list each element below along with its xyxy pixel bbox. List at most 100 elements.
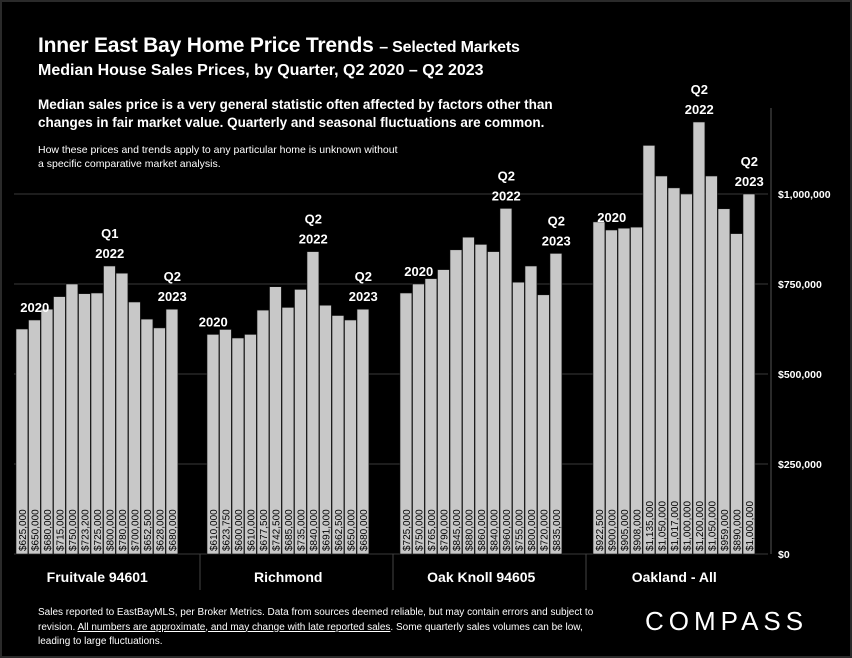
- bar-annotation: Q2: [498, 168, 515, 183]
- bar-value-label: $780,000: [118, 509, 129, 551]
- bar-value-label: $680,000: [359, 509, 370, 551]
- bar-annotation: 2020: [597, 210, 626, 225]
- bar-value-label: $755,000: [514, 509, 525, 551]
- bar: [437, 269, 450, 555]
- bar: [306, 251, 320, 555]
- bar: [344, 319, 357, 555]
- bar: [256, 309, 270, 555]
- bar-value-label: $840,000: [489, 509, 500, 551]
- bar-value-label: $790,000: [439, 509, 450, 551]
- bar-value-label: $723,200: [80, 509, 91, 551]
- bar-value-label: $691,000: [321, 509, 332, 551]
- bar-value-label: $860,000: [477, 509, 488, 551]
- bar-value-label: $685,000: [284, 509, 295, 551]
- bar-annotation: 2023: [349, 289, 378, 304]
- bar: [549, 253, 563, 555]
- bar: [115, 272, 129, 555]
- primary-note: Median sales price is a very general sta…: [38, 97, 553, 130]
- bar: [462, 236, 475, 555]
- bar-value-label: $1,200,000: [695, 501, 706, 551]
- footer-disclaimer: Sales reported to EastBayMLS, per Broker…: [38, 606, 608, 650]
- bar: [642, 145, 656, 555]
- bar-value-label: $600,000: [234, 509, 245, 551]
- group-label: Richmond: [254, 569, 322, 585]
- group-label: Oak Knoll 94605: [427, 569, 535, 585]
- bar: [524, 265, 538, 555]
- bar-value-label: $900,000: [607, 509, 618, 551]
- bar: [499, 208, 513, 555]
- bar: [231, 337, 245, 555]
- bar-value-label: $623,750: [221, 509, 232, 551]
- bar-annotation: 2020: [20, 300, 49, 315]
- bar: [356, 308, 370, 555]
- bar-value-label: $905,000: [620, 509, 631, 551]
- bar: [730, 233, 743, 555]
- bar: [667, 187, 681, 555]
- bar-value-label: $800,000: [527, 509, 538, 551]
- bar-annotation: 2023: [735, 174, 764, 189]
- group-label: Oakland - All: [632, 569, 717, 585]
- bar: [165, 308, 179, 555]
- bar: [630, 226, 643, 555]
- footer-text-1: Sales reported to EastBayMLS, per Broker…: [38, 607, 594, 633]
- bar: [128, 301, 141, 555]
- bar-annotation: 2022: [492, 188, 521, 203]
- bar-value-label: $652,500: [143, 509, 154, 551]
- bar-value-label: $835,000: [552, 509, 563, 551]
- bar: [742, 193, 756, 555]
- bar-value-label: $625,000: [18, 509, 29, 551]
- bar-value-label: $1,017,000: [670, 501, 681, 551]
- bar-annotation: 2022: [299, 232, 328, 247]
- bar: [53, 296, 66, 555]
- bar-value-label: $890,000: [732, 509, 743, 551]
- bar-value-label: $742,500: [271, 509, 282, 551]
- bar: [153, 327, 166, 555]
- bar-annotation: 2022: [685, 102, 714, 117]
- bar-value-label: $610,000: [209, 509, 220, 551]
- bar: [412, 283, 425, 555]
- bar-value-label: $845,000: [452, 509, 463, 551]
- bar: [269, 286, 282, 555]
- bar-annotation: 2020: [199, 314, 228, 329]
- bar-annotation: Q2: [741, 154, 758, 169]
- compass-logo: COMPASS: [645, 606, 809, 636]
- bar: [331, 315, 345, 555]
- bar-value-label: $725,000: [93, 509, 104, 551]
- bar-value-label: $800,000: [105, 509, 116, 551]
- footer-text-underlined: All numbers are approximate, and may cha…: [77, 621, 391, 633]
- bar-annotation: Q2: [691, 82, 708, 97]
- bar-value-label: $1,050,000: [657, 501, 668, 551]
- bar: [717, 208, 731, 555]
- bar-annotation: 2023: [542, 233, 571, 248]
- bar-value-label: $840,000: [309, 509, 320, 551]
- bar-annotation: Q1: [101, 226, 118, 241]
- bar-value-label: $1,050,000: [707, 501, 718, 551]
- secondary-note: How these prices and trends apply to any…: [38, 144, 398, 170]
- bar-value-label: $1,000,000: [682, 501, 693, 551]
- bar: [319, 304, 332, 555]
- bar-annotation: Q2: [355, 269, 372, 284]
- bar: [140, 318, 154, 555]
- bar-value-label: $765,000: [427, 509, 438, 551]
- bar: [692, 121, 706, 555]
- footer-text-2: . Some quarterly sales volumes can be lo…: [38, 621, 583, 648]
- bar-value-label: $750,000: [68, 509, 79, 551]
- bar: [449, 249, 463, 555]
- bar-value-label: $725,000: [402, 509, 413, 551]
- bar-value-label: $960,000: [502, 509, 513, 551]
- bar: [592, 221, 606, 555]
- bar: [78, 293, 91, 555]
- bar-value-label: $680,000: [168, 509, 179, 551]
- bar: [206, 334, 220, 555]
- bar: [617, 227, 631, 555]
- bar: [487, 251, 500, 555]
- bar: [28, 319, 41, 555]
- bar-value-label: $662,500: [334, 509, 345, 551]
- bar: [40, 308, 54, 555]
- bar: [474, 244, 488, 555]
- bar: [680, 193, 693, 555]
- bar: [244, 334, 257, 555]
- bar: [65, 283, 79, 555]
- bar-value-label: $610,000: [246, 509, 257, 551]
